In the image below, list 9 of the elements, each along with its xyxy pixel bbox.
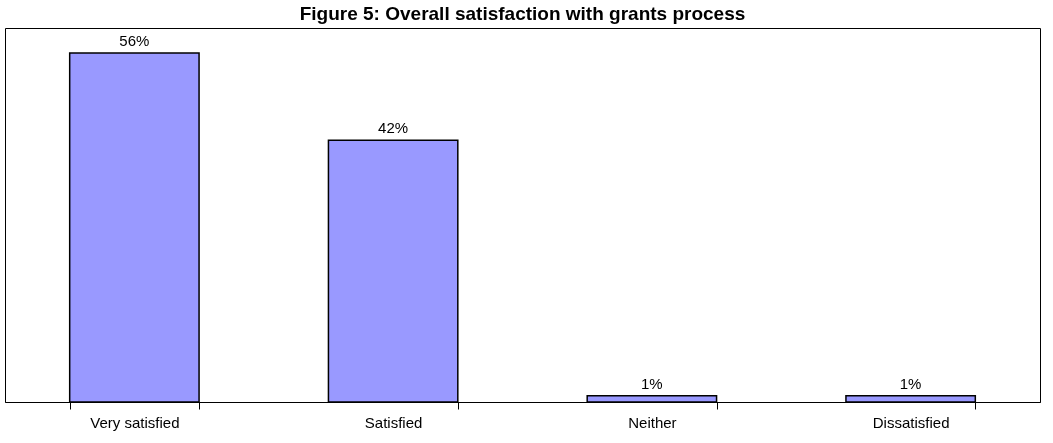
data-label: 42%: [378, 119, 409, 137]
x-tick-label: Satisfied: [364, 413, 423, 431]
chart-title: Figure 5: Overall satisfaction with grants process: [299, 3, 746, 24]
x-tick-label: Dissatisfied: [872, 413, 950, 431]
data-label: 1%: [899, 374, 922, 392]
data-label: 1%: [641, 374, 663, 392]
x-tick-label: Very satisfied: [90, 413, 180, 431]
x-tick-label: Neither: [628, 413, 677, 431]
data-label: 56%: [119, 31, 150, 49]
